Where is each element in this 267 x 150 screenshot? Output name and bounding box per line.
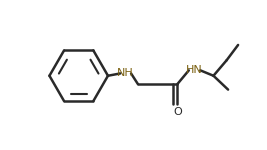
Text: HN: HN — [186, 65, 203, 75]
Text: NH: NH — [116, 68, 133, 78]
Text: O: O — [173, 107, 182, 117]
